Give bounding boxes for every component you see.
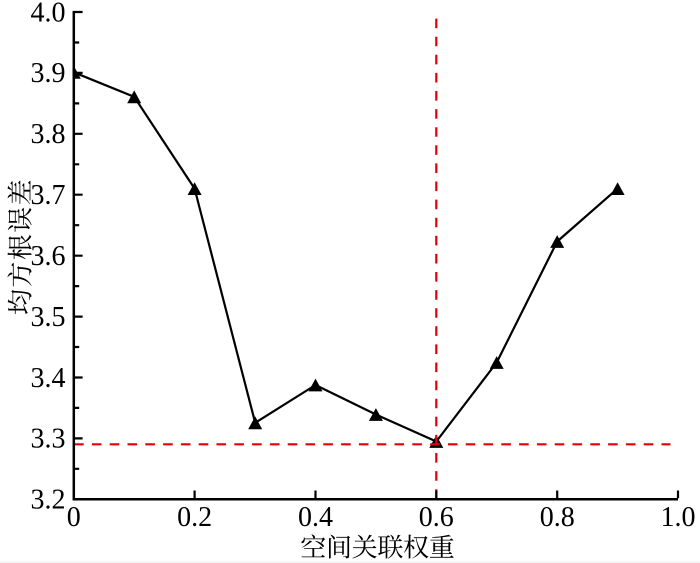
svg-text:3.2: 3.2 — [31, 485, 66, 516]
svg-text:0.6: 0.6 — [419, 502, 454, 533]
svg-text:3.3: 3.3 — [31, 424, 66, 455]
svg-text:3.4: 3.4 — [31, 363, 66, 394]
svg-text:3.5: 3.5 — [31, 302, 66, 333]
svg-text:3.8: 3.8 — [31, 119, 66, 150]
svg-text:0.2: 0.2 — [177, 502, 212, 533]
svg-text:0.4: 0.4 — [298, 502, 333, 533]
svg-text:1.0: 1.0 — [661, 502, 696, 533]
svg-text:3.7: 3.7 — [31, 180, 66, 211]
svg-text:3.9: 3.9 — [31, 58, 66, 89]
svg-text:0.8: 0.8 — [540, 502, 575, 533]
svg-text:3.6: 3.6 — [31, 241, 66, 272]
svg-text:4.0: 4.0 — [31, 0, 66, 28]
svg-text:0: 0 — [67, 502, 81, 533]
